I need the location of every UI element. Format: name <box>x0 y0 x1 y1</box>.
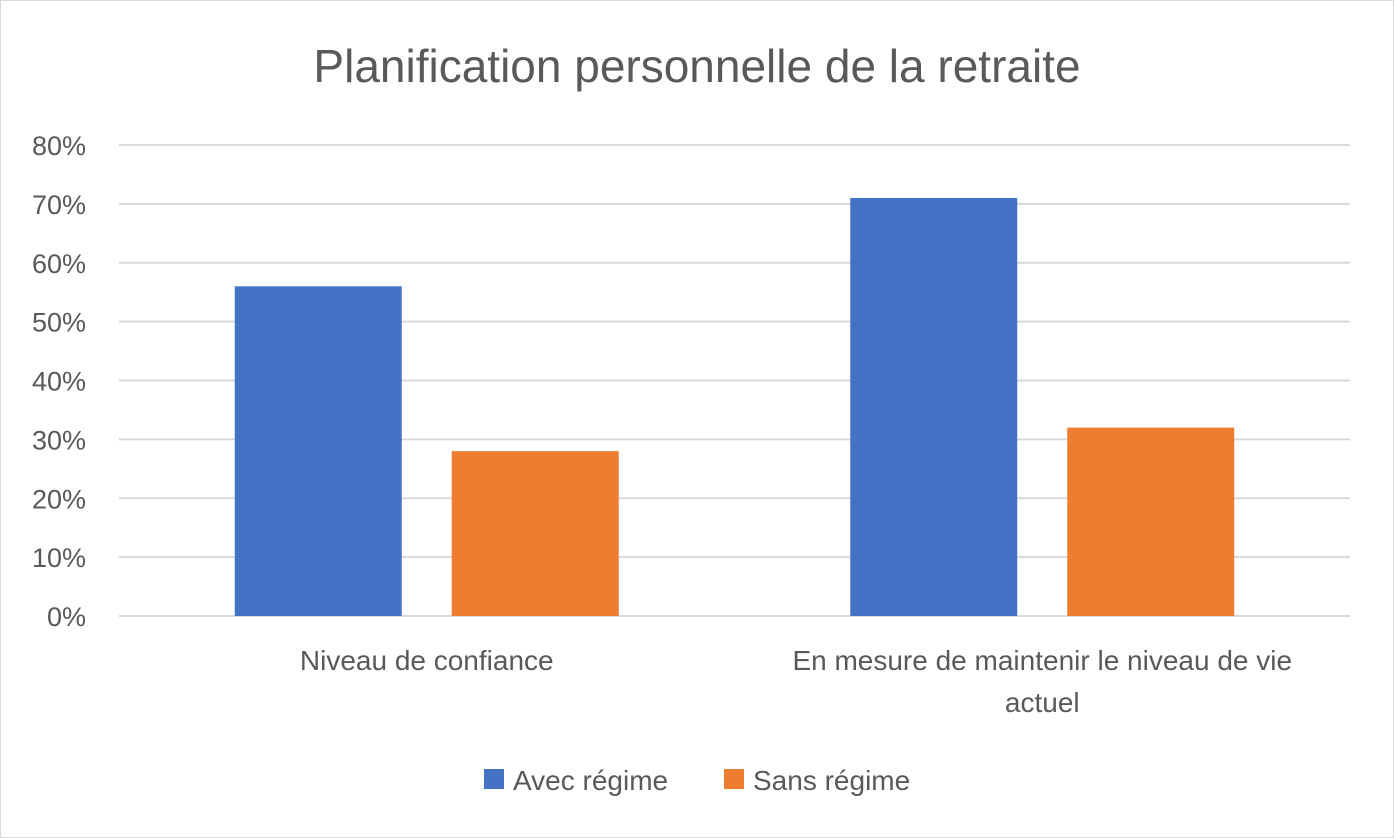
x-category-label: Niveau de confiance <box>300 645 554 676</box>
legend-swatch <box>484 769 504 789</box>
bar-sans-regime <box>451 451 619 616</box>
x-category-label: En mesure de maintenir le niveau de vie <box>792 645 1292 676</box>
y-tick-label: 60% <box>32 249 86 279</box>
y-tick-label: 70% <box>32 190 86 220</box>
y-tick-label: 10% <box>32 543 86 573</box>
bar-sans-regime <box>1067 427 1235 616</box>
y-tick-label: 20% <box>32 484 86 514</box>
legend-label: Sans régime <box>753 765 910 796</box>
legend-swatch <box>724 769 744 789</box>
legend: Avec régime Sans régime <box>484 765 910 796</box>
y-tick-label: 80% <box>32 131 86 161</box>
y-tick-label: 40% <box>32 367 86 397</box>
x-axis-category-labels: Niveau de confiance En mesure de mainteni… <box>300 645 1292 718</box>
y-tick-label: 0% <box>47 602 86 632</box>
bar-avec-regime <box>850 197 1018 617</box>
y-tick-label: 30% <box>32 425 86 455</box>
y-tick-label: 50% <box>32 308 86 338</box>
bars <box>234 197 1235 617</box>
chart-title: Planification personnelle de la retraite <box>313 40 1080 92</box>
y-axis-tick-labels: 0% 10% 20% 30% 40% 50% 60% 70% 80% <box>32 131 86 632</box>
x-category-label: actuel <box>1005 687 1080 718</box>
bar-avec-regime <box>234 286 402 616</box>
legend-label: Avec régime <box>513 765 668 796</box>
